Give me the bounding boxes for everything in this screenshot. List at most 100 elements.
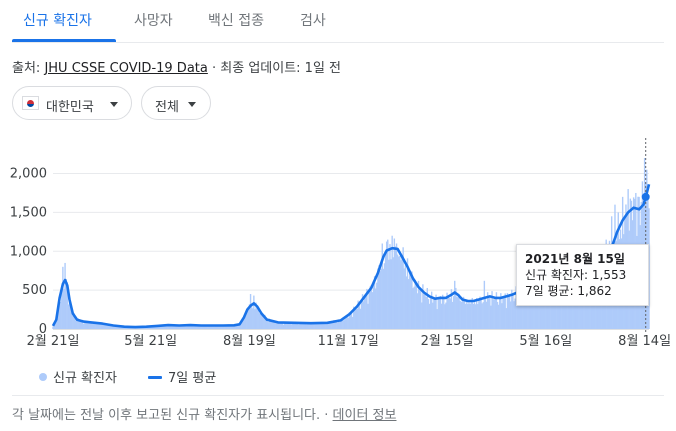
cases-chart[interactable]: 0 500 1,000 1,500 2,000 2월 21일 5월 21일 8월 19일 11월… <box>0 130 676 360</box>
daily-case-bar <box>456 296 458 329</box>
daily-case-bar <box>59 301 62 329</box>
daily-case-bar <box>281 322 284 329</box>
daily-case-bar <box>513 301 515 329</box>
daily-case-bar <box>280 322 282 329</box>
daily-case-bar <box>500 293 502 329</box>
daily-case-bar <box>384 253 387 329</box>
daily-case-bar <box>247 307 250 329</box>
daily-case-bar <box>433 298 435 329</box>
daily-case-bar <box>490 305 492 329</box>
daily-case-bar <box>420 289 422 329</box>
daily-case-bar <box>179 324 182 329</box>
tooltip-average: 7일 평균: 1,862 <box>525 284 612 298</box>
daily-case-bar <box>99 323 101 329</box>
daily-case-bar <box>544 287 546 329</box>
daily-case-bar <box>295 322 298 329</box>
country-label: 대한민국 <box>46 100 94 115</box>
daily-case-bar <box>297 322 299 329</box>
daily-case-bar <box>70 309 73 329</box>
daily-case-bar <box>159 326 162 329</box>
daily-case-bar <box>551 291 554 329</box>
daily-case-bar <box>203 325 206 329</box>
daily-case-bar <box>515 286 517 329</box>
region-dropdown[interactable]: 전체 <box>141 86 211 120</box>
daily-case-bar <box>458 294 460 329</box>
tab-deaths[interactable]: 사망자 <box>134 13 173 29</box>
daily-case-bar <box>104 324 107 329</box>
daily-case-bar <box>156 326 158 329</box>
daily-case-bar <box>415 282 418 329</box>
daily-case-bar <box>342 317 344 329</box>
daily-case-bar <box>326 322 329 329</box>
daily-case-bar <box>471 297 473 329</box>
daily-case-bar <box>160 326 163 329</box>
daily-case-bar <box>115 326 118 329</box>
daily-case-bar <box>103 324 106 329</box>
daily-case-bar <box>502 296 504 329</box>
daily-case-bar <box>210 325 212 329</box>
daily-case-bar <box>187 325 189 329</box>
daily-case-bar <box>309 322 311 329</box>
daily-case-bar <box>559 293 561 329</box>
daily-case-bar <box>269 321 272 329</box>
daily-case-bar <box>485 301 488 329</box>
daily-case-bar <box>520 299 523 329</box>
daily-case-bar <box>473 302 476 329</box>
daily-case-bar <box>357 300 359 329</box>
daily-case-bar <box>63 288 65 329</box>
daily-case-bar <box>310 323 312 329</box>
daily-case-bar <box>329 322 332 329</box>
y-tick-label: 0 <box>39 322 47 337</box>
daily-case-bar <box>412 288 414 329</box>
daily-case-bar <box>184 324 186 329</box>
daily-case-bar <box>501 303 503 329</box>
daily-case-bar <box>244 315 246 329</box>
daily-case-bar <box>505 308 508 329</box>
daily-case-bar <box>536 287 538 329</box>
daily-case-bar <box>376 282 378 329</box>
chevron-down-icon <box>110 102 118 107</box>
daily-case-bar <box>301 322 303 329</box>
daily-case-bar <box>488 296 490 329</box>
daily-case-bar <box>416 293 419 329</box>
daily-case-bar <box>381 243 383 329</box>
tab-vaccinations[interactable]: 백신 접종 <box>208 13 264 29</box>
data-info-link[interactable]: 데이터 정보 <box>332 408 397 423</box>
daily-case-bar <box>545 283 547 329</box>
daily-case-bar <box>470 299 472 329</box>
daily-case-bar <box>75 320 77 329</box>
daily-case-bar <box>170 324 173 329</box>
daily-case-bar <box>494 299 497 329</box>
daily-case-bar <box>283 321 286 329</box>
daily-case-bar <box>364 297 366 329</box>
daily-case-bar <box>316 322 319 329</box>
daily-case-bar <box>108 324 110 329</box>
daily-case-bar <box>174 325 176 329</box>
daily-case-bar <box>389 244 391 329</box>
daily-case-bar <box>263 317 265 329</box>
daily-case-bar <box>459 300 461 329</box>
daily-case-bar <box>72 315 74 329</box>
daily-case-bar <box>474 304 477 329</box>
source-line: 출처: JHU CSSE COVID-19 Data · 최종 업데이트: 1일… <box>12 57 341 76</box>
daily-case-bar <box>469 303 471 329</box>
tab-tests[interactable]: 검사 <box>300 13 326 29</box>
country-dropdown[interactable]: 대한민국 <box>12 86 132 120</box>
daily-case-bar <box>78 320 81 329</box>
daily-case-bar <box>230 325 232 329</box>
daily-case-bar <box>95 322 97 329</box>
daily-case-bar <box>567 293 569 329</box>
daily-case-bar <box>91 323 94 329</box>
daily-case-bar <box>496 301 499 329</box>
footer-divider <box>12 395 664 396</box>
daily-case-bar <box>466 300 468 329</box>
daily-case-bar <box>306 323 309 329</box>
daily-case-bar <box>200 325 202 329</box>
tab-new-cases[interactable]: 신규 확진자 <box>23 13 92 29</box>
source-link[interactable]: JHU CSSE COVID-19 Data <box>44 61 208 76</box>
daily-case-bar <box>405 276 408 329</box>
daily-case-bar <box>266 320 268 329</box>
daily-case-bar <box>162 325 164 329</box>
daily-case-bar <box>598 288 601 329</box>
daily-case-bar <box>289 322 291 329</box>
